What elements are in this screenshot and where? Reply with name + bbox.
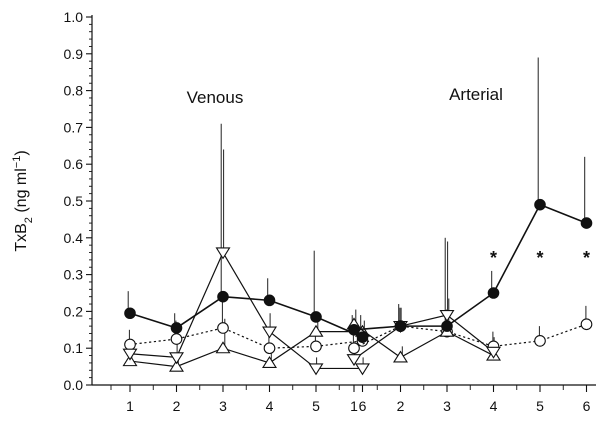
- panel-label-arterial: Arterial: [449, 85, 503, 104]
- open-triangle-up-marker: [262, 356, 277, 369]
- x-tick-label: 3: [219, 398, 227, 414]
- open-circle-marker: [310, 340, 322, 353]
- open-triangle-up-marker: [215, 341, 231, 354]
- filled-circle-marker: [441, 320, 453, 332]
- significance-marker: *: [536, 248, 543, 268]
- filled-circle-marker: [217, 290, 229, 303]
- open-triangle-down-marker: [308, 363, 324, 376]
- open-circle-marker: [170, 333, 183, 345]
- y-tick-label: 0.0: [64, 377, 84, 393]
- significance-marker: *: [490, 248, 497, 268]
- filled-circle-marker: [263, 294, 276, 307]
- y-tick-label: 0.8: [64, 83, 84, 99]
- series-line-open-triangle-down: [353, 314, 494, 360]
- open-circle-marker: [263, 342, 276, 355]
- open-triangle-up-marker: [308, 324, 324, 337]
- x-tick-label: 4: [490, 398, 498, 414]
- filled-circle-marker: [356, 331, 369, 343]
- open-triangle-down-marker: [355, 363, 370, 376]
- filled-circle-marker: [487, 287, 500, 299]
- panel-arterial: * * *: [346, 57, 593, 367]
- filled-circle-marker: [534, 198, 546, 211]
- significance-marker: *: [583, 248, 590, 268]
- open-circle-marker: [124, 338, 136, 351]
- open-circle-marker: [580, 318, 593, 331]
- open-triangle-down-marker: [262, 326, 277, 339]
- filled-circle-marker: [170, 322, 183, 334]
- x-tick-label: 6: [583, 398, 591, 414]
- y-axis-label: TxB2 (ng ml−1): [11, 150, 35, 251]
- series-line-open-triangle-up: [129, 331, 363, 368]
- panel-labels: Venous Arterial: [187, 85, 503, 107]
- y-tick-label: 0.6: [64, 156, 84, 172]
- open-triangle-down-marker: [215, 247, 231, 260]
- y-tick-label: 0.4: [64, 230, 84, 246]
- filled-circle-marker: [580, 217, 593, 229]
- y-tick-label: 0.5: [64, 193, 84, 209]
- open-circle-marker: [217, 322, 229, 334]
- open-triangle-down-marker: [486, 346, 501, 359]
- filled-circle-marker: [348, 324, 360, 336]
- y-tick-label: 0.7: [64, 119, 84, 135]
- series-line-filled-circle: [353, 203, 587, 331]
- filled-circle-marker: [124, 307, 136, 320]
- y-tick-label: 0.1: [64, 340, 84, 356]
- x-tick-label: 5: [312, 398, 320, 414]
- series-line-open-triangle-down: [129, 251, 363, 370]
- x-tick-label: 6: [359, 398, 367, 414]
- panel-venous: [122, 123, 370, 376]
- filled-circle-marker: [310, 311, 322, 323]
- panel-label-venous: Venous: [187, 88, 244, 107]
- open-triangle-down-marker: [122, 348, 138, 361]
- x-tick-label: 4: [266, 398, 274, 414]
- plot-area: * * *: [122, 57, 593, 376]
- open-triangle-up-marker: [393, 350, 408, 363]
- open-triangle-down-marker: [169, 352, 184, 365]
- open-triangle-down-marker: [439, 309, 455, 322]
- axes: 0.00.10.20.30.40.50.60.70.80.91.01 2 3 4 5 61…: [64, 9, 596, 414]
- open-triangle-up-marker: [169, 359, 184, 372]
- x-tick-label: 2: [173, 398, 181, 414]
- filled-circle-marker: [394, 320, 407, 332]
- series-line-open-circle: [353, 323, 587, 349]
- y-tick-label: 1.0: [64, 9, 84, 25]
- x-tick-label: 5: [536, 398, 544, 414]
- y-tick-label: 0.2: [64, 303, 84, 319]
- x-tick-label: 2: [397, 398, 405, 414]
- series-line-filled-circle: [129, 295, 363, 338]
- x-tick-label: 1: [350, 398, 358, 414]
- open-circle-marker: [348, 342, 360, 355]
- series-line-open-triangle-up: [353, 323, 494, 359]
- y-tick-label: 0.3: [64, 267, 84, 283]
- x-tick-label: 1: [126, 398, 134, 414]
- open-triangle-down-marker: [346, 354, 362, 367]
- y-tick-label: 0.9: [64, 46, 84, 62]
- series-line-open-circle: [129, 327, 363, 349]
- x-tick-label: 3: [443, 398, 451, 414]
- open-circle-marker: [534, 334, 546, 347]
